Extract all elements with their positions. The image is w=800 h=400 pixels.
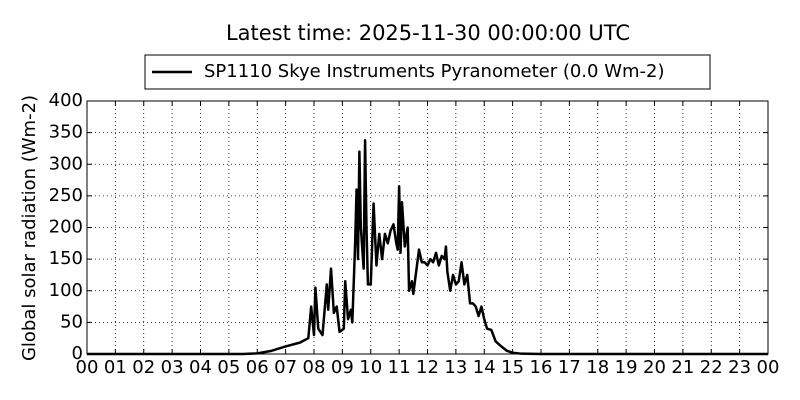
y-tick-label: 150 <box>49 248 83 269</box>
y-tick-label: 400 <box>49 90 83 111</box>
x-tick-label: 10 <box>359 357 382 378</box>
x-tick-label: 16 <box>530 357 553 378</box>
y-tick-label: 50 <box>60 311 83 332</box>
y-tick-label: 200 <box>49 217 83 238</box>
legend-box <box>144 54 711 90</box>
grid <box>86 100 769 355</box>
x-tick-label: 18 <box>586 357 609 378</box>
y-tick-label: 0 <box>72 343 83 364</box>
x-tick-label: 21 <box>671 357 694 378</box>
x-tick-label: 00 <box>757 357 780 378</box>
x-tick-label: 15 <box>501 357 524 378</box>
x-tick-label: 19 <box>615 357 638 378</box>
x-tick-label: 00 <box>76 357 99 378</box>
x-tick-label: 06 <box>246 357 269 378</box>
x-tick-label: 04 <box>189 357 212 378</box>
x-tick-label: 03 <box>161 357 184 378</box>
chart-title: Latest time: 2025-11-30 00:00:00 UTC <box>226 21 630 45</box>
x-tick-label: 11 <box>388 357 411 378</box>
legend-label: SP1110 Skye Instruments Pyranometer (0.0… <box>204 61 665 82</box>
x-tick-label: 09 <box>331 357 354 378</box>
y-tick-label: 350 <box>49 122 83 143</box>
x-tick-label: 17 <box>558 357 581 378</box>
x-tick-label: 20 <box>643 357 666 378</box>
x-tick-label: 12 <box>416 357 439 378</box>
x-tick-label: 02 <box>132 357 155 378</box>
y-tick-label: 250 <box>49 185 83 206</box>
data-line <box>87 138 768 356</box>
x-tick-label: 01 <box>104 357 127 378</box>
plot <box>87 138 768 356</box>
x-tick-label: 23 <box>728 357 751 378</box>
y-axis-label: Global solar radiation (Wm-2) <box>19 95 40 361</box>
x-tick-label: 05 <box>217 357 240 378</box>
x-tick-label: 08 <box>303 357 326 378</box>
x-tick-label: 22 <box>700 357 723 378</box>
x-tick-label: 07 <box>274 357 297 378</box>
y-tick-label: 300 <box>49 153 83 174</box>
x-tick-label: 14 <box>473 357 496 378</box>
x-tick-label: 13 <box>444 357 467 378</box>
y-tick-label: 100 <box>49 280 83 301</box>
